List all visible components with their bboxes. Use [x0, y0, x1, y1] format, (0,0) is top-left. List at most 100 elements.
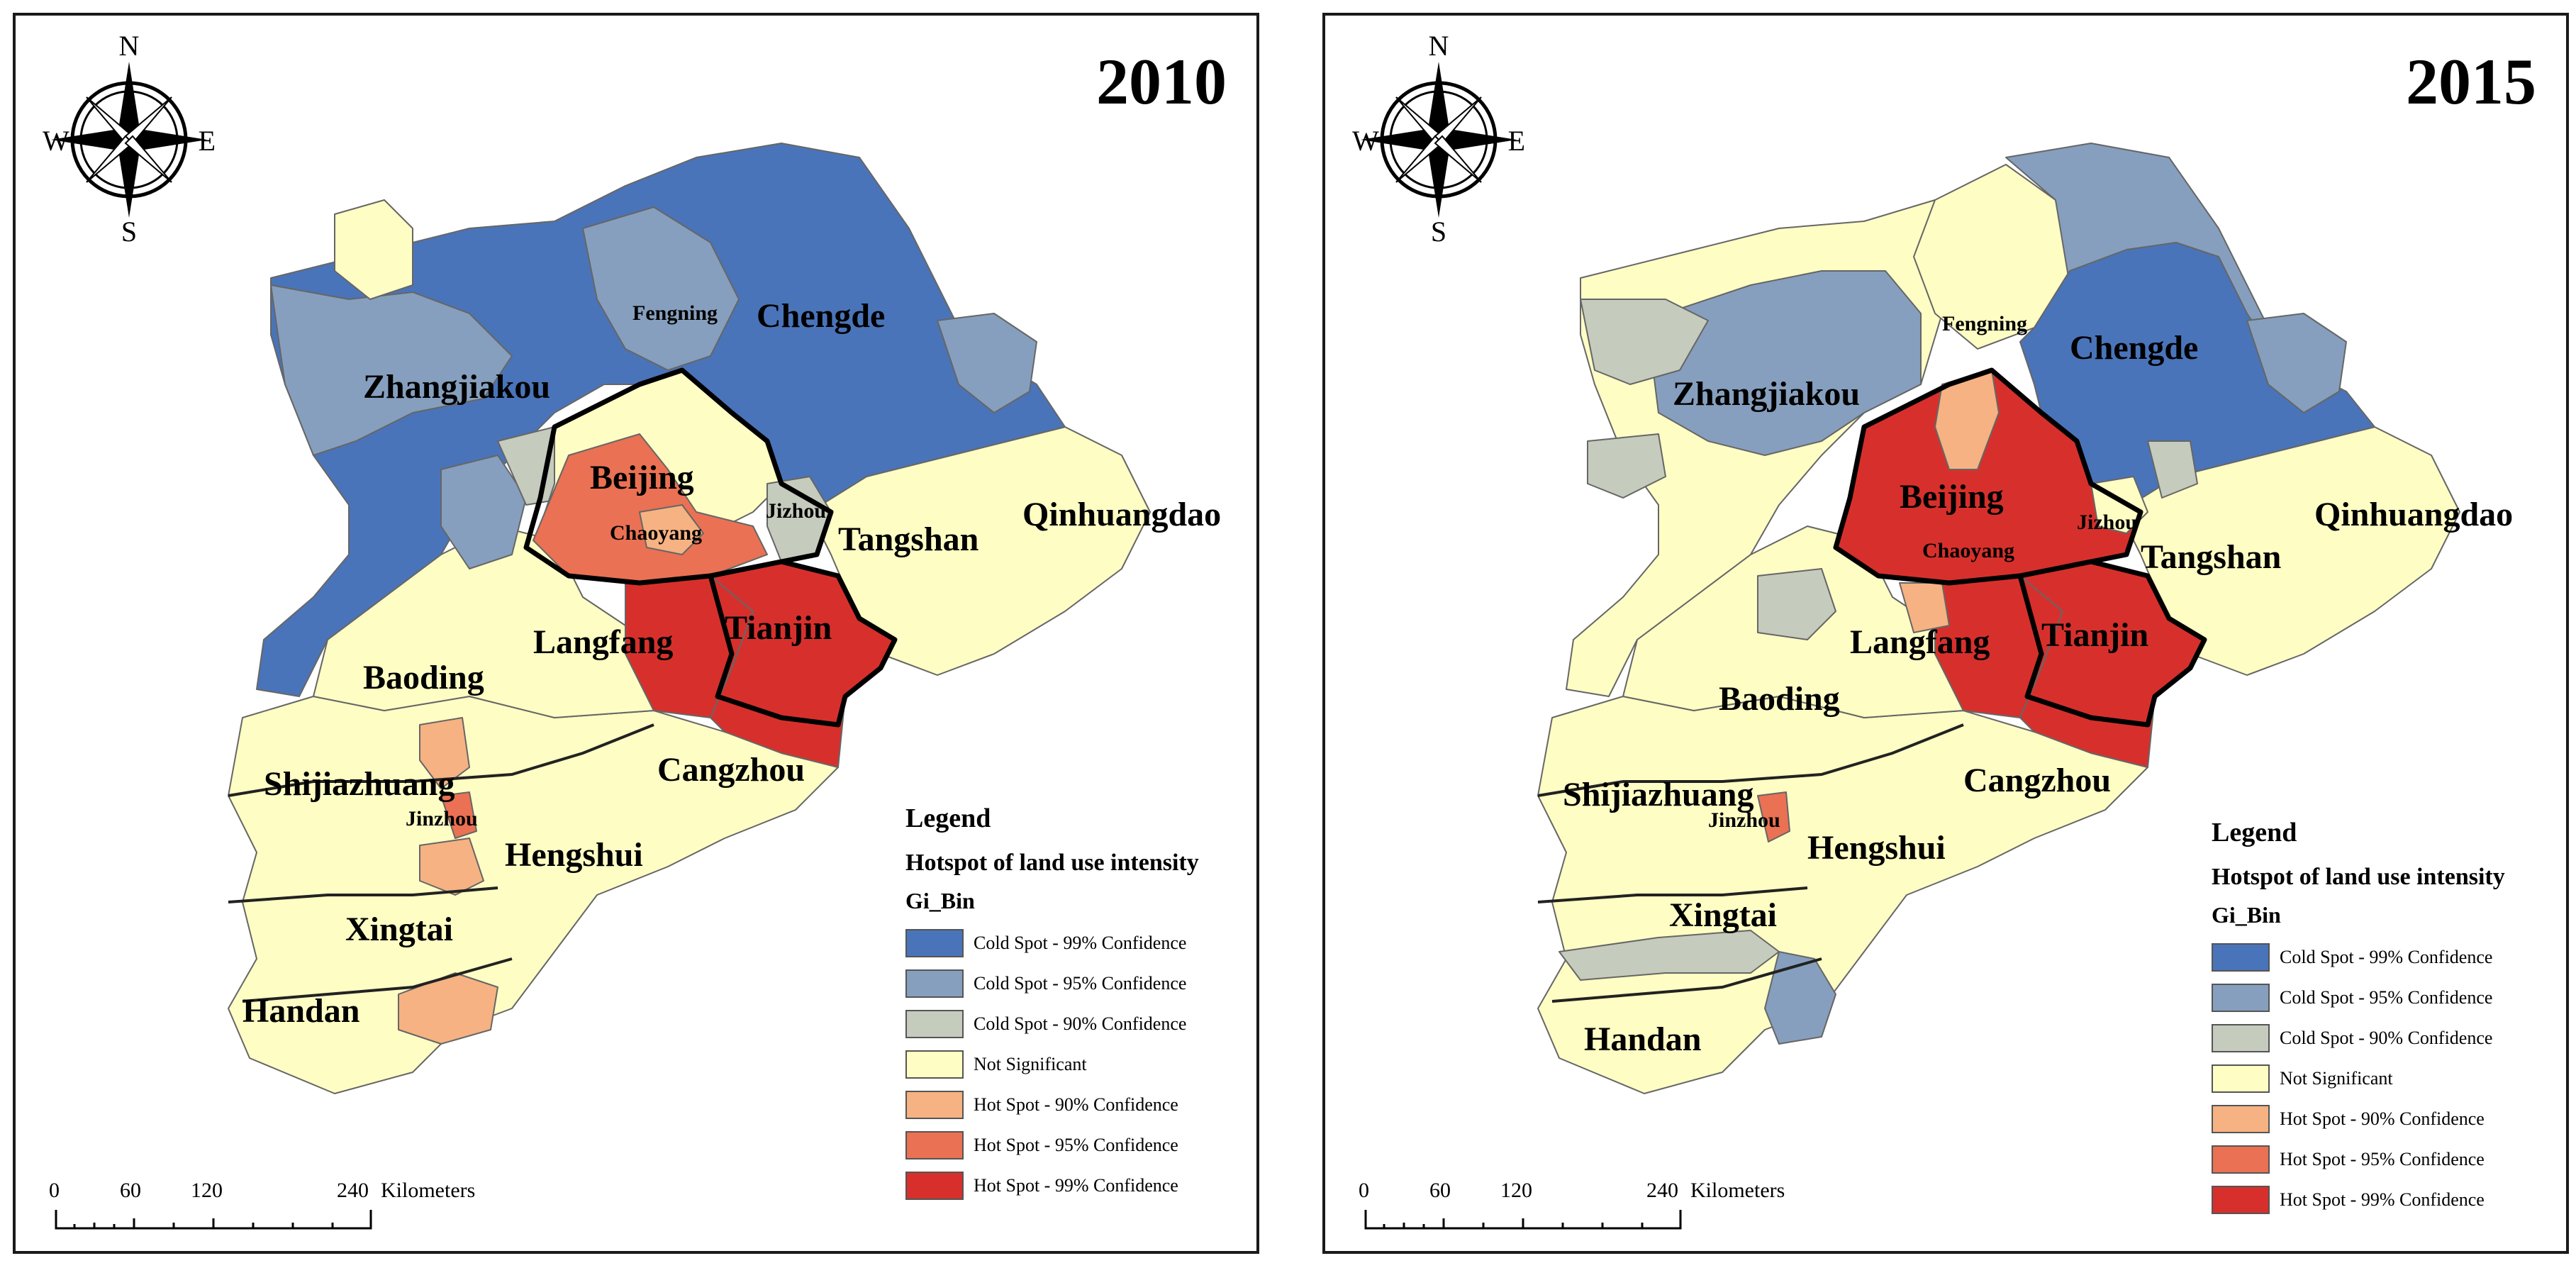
label-xingtai: Xingtai [1669, 896, 1778, 934]
legend-label: Not Significant [2280, 1067, 2393, 1089]
label-chengde: Chengde [757, 297, 886, 335]
boundary-xingtai [1537, 886, 1808, 903]
boundary-hebei-south [228, 723, 654, 797]
label-baoding: Baoding [1719, 680, 1840, 718]
legend-label: Cold Spot - 90% Confidence [2280, 1027, 2493, 1048]
region-hot90-handan [398, 972, 498, 1045]
legend-label: Not Significant [974, 1053, 1087, 1074]
compass-w: W [43, 125, 69, 157]
scale-bar: 0 60 120 240 Kilometers [1359, 1179, 1785, 1235]
label-qinhuangdao: Qinhuangdao [1022, 496, 1222, 533]
legend-item: Hot Spot - 99% Confidence [905, 1165, 1303, 1206]
legend-label: Cold Spot - 99% Confidence [974, 932, 1187, 953]
label-handan: Handan [242, 992, 360, 1030]
legend-item: Cold Spot - 99% Confidence [2212, 937, 2576, 977]
label-cangzhou: Cangzhou [657, 751, 805, 789]
legend-label: Hot Spot - 95% Confidence [974, 1134, 1178, 1155]
scale-unit: Kilometers [1690, 1179, 1785, 1202]
label-shijiazhuang: Shijiazhuang [264, 765, 455, 803]
region-cold-90-tangshan [2147, 440, 2198, 499]
label-zhangjiakou: Zhangjiakou [1673, 375, 1861, 413]
legend-label: Hot Spot - 90% Confidence [2280, 1108, 2485, 1129]
scale-tick-label: 60 [1429, 1179, 1451, 1202]
legend: Legend Hotspot of land use intensity Gi_… [905, 803, 1303, 1206]
scale-tick-label: 120 [191, 1179, 223, 1202]
label-chaoyang: Chaoyang [610, 521, 703, 545]
region-cold-90-baoding [1757, 568, 1836, 640]
region-chaoyang-hot90 [639, 504, 704, 555]
legend-label: Hot Spot - 90% Confidence [974, 1094, 1178, 1115]
boundary-hebei-south [1537, 723, 1964, 797]
legend-field: Gi_Bin [2212, 902, 2281, 928]
compass-s: S [1431, 216, 1446, 243]
legend-swatch [905, 928, 964, 957]
label-handan: Handan [1584, 1020, 1702, 1058]
label-jinzhou: Jinzhou [406, 807, 478, 830]
region-cold-90-handan [1559, 930, 1780, 981]
label-langfang: Langfang [533, 623, 674, 661]
map-panel-2010: 2010 N S W E Zhangjiakou Fengning Chengd… [13, 13, 1259, 1254]
year-title: 2015 [2406, 45, 2536, 118]
scale-tick-label: 240 [1646, 1179, 1678, 1202]
compass-s: S [121, 216, 137, 243]
scale-tick-label: 240 [337, 1179, 369, 1202]
legend-label: Cold Spot - 95% Confidence [974, 972, 1187, 994]
label-baoding: Baoding [363, 659, 484, 696]
scale-tick-label: 120 [1500, 1179, 1532, 1202]
legend: Legend Hotspot of land use intensity Gi_… [2212, 817, 2576, 1220]
legend-swatch [2212, 1185, 2270, 1214]
legend-label: Hot Spot - 95% Confidence [2280, 1148, 2485, 1169]
region-cold-95-c [937, 313, 1037, 413]
legend-swatch [905, 1090, 964, 1119]
region-cold-95-chengde-e [2246, 313, 2347, 413]
legend-swatch [905, 1171, 964, 1200]
north-arrow-icon: N S W E [43, 30, 216, 243]
map-2010 [228, 143, 1151, 1094]
legend-item: Cold Spot - 95% Confidence [905, 963, 1303, 1003]
label-cangzhou: Cangzhou [1963, 762, 2112, 799]
region-cold-95-b [582, 206, 740, 371]
legend-swatch [2212, 1145, 2270, 1174]
label-qinhuangdao: Qinhuangdao [2314, 496, 2514, 533]
legend-swatch [905, 1009, 964, 1038]
region-hot95-jinzhou [440, 791, 477, 839]
region-cold-95-handan [1764, 951, 1836, 1045]
scale-bar-line [1364, 1210, 1682, 1230]
legend-item: Not Significant [905, 1044, 1303, 1084]
legend-subtitle: Hotspot of land use intensity [2212, 864, 2505, 890]
scale-bar-line [55, 1210, 372, 1230]
legend-label: Cold Spot - 90% Confidence [974, 1013, 1187, 1034]
label-tianjin: Tianjin [2041, 616, 2149, 654]
label-xingtai: Xingtai [345, 911, 454, 948]
label-tangshan: Tangshan [2141, 538, 2282, 576]
label-beijing: Beijing [590, 459, 694, 496]
compass-n: N [119, 30, 140, 62]
legend-swatch [2212, 1023, 2270, 1052]
boundary-beijing [1833, 367, 2143, 586]
legend-item: Hot Spot - 90% Confidence [2212, 1099, 2576, 1139]
region-cold-95-zhangjiakou [1651, 270, 1922, 456]
region-hot95-jinzhou [1757, 791, 1790, 842]
legend-swatch [905, 1130, 964, 1159]
region-beijing-hot95 [533, 433, 768, 584]
legend-label: Hot Spot - 99% Confidence [974, 1174, 1178, 1196]
label-fengning: Fengning [632, 301, 718, 325]
map-2015 [1537, 143, 2460, 1094]
label-tianjin: Tianjin [725, 609, 832, 647]
legend-item: Cold Spot - 95% Confidence [2212, 977, 2576, 1018]
region-cold-99-chengde [2019, 242, 2375, 513]
label-shijiazhuang: Shijiazhuang [1563, 776, 1754, 813]
label-beijing: Beijing [1900, 478, 2004, 516]
legend-subtitle: Hotspot of land use intensity [905, 850, 1199, 876]
compass-n: N [1429, 30, 1449, 62]
legend-field: Gi_Bin [905, 888, 975, 913]
label-langfang: Langfang [1850, 623, 1990, 661]
legend-swatch [2212, 942, 2270, 972]
scale-tick-label: 60 [120, 1179, 141, 1202]
compass-e: E [199, 125, 216, 157]
label-fengning: Fengning [1942, 312, 2028, 335]
legend-swatch [905, 1050, 964, 1079]
scale-tick-label: 0 [1359, 1179, 1369, 1202]
label-zhangjiakou: Zhangjiakou [363, 368, 551, 406]
legend-item: Hot Spot - 95% Confidence [905, 1125, 1303, 1165]
